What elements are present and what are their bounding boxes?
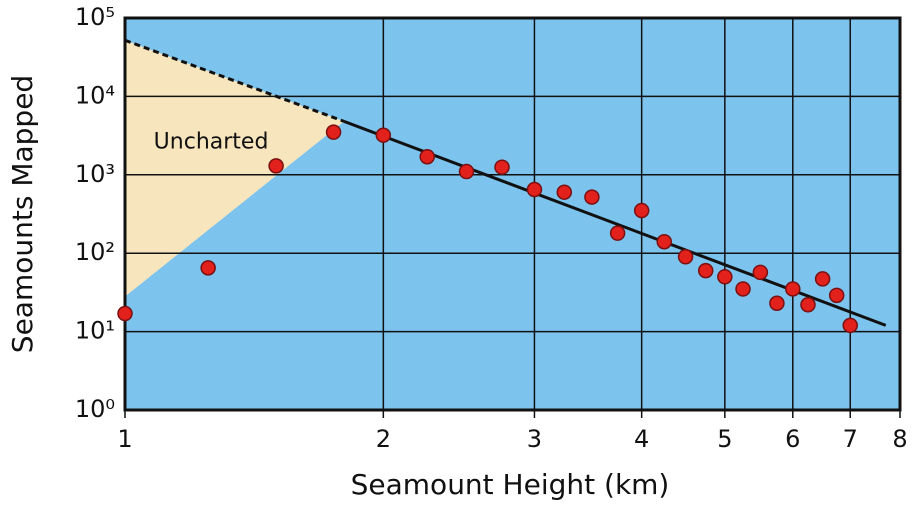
data-point bbox=[769, 295, 785, 311]
data-point bbox=[609, 225, 626, 241]
region-label: Uncharted bbox=[154, 129, 269, 154]
x-tick-label: 1 bbox=[117, 425, 132, 453]
x-axis-title: Seamount Height (km) bbox=[351, 468, 670, 501]
data-point bbox=[494, 159, 510, 175]
data-point bbox=[735, 281, 751, 297]
x-tick-label: 4 bbox=[634, 425, 649, 453]
data-point bbox=[717, 269, 733, 285]
data-point bbox=[697, 262, 714, 279]
y-tick-label: 10⁵ bbox=[75, 3, 115, 31]
y-tick-label: 10³ bbox=[75, 160, 115, 188]
data-point bbox=[117, 305, 133, 322]
x-tick-label: 7 bbox=[843, 425, 858, 453]
fit-line bbox=[124, 38, 345, 123]
y-tick-label: 10⁴ bbox=[75, 81, 115, 109]
y-axis-title: Seamounts Mapped bbox=[6, 75, 39, 353]
data-point bbox=[800, 297, 816, 313]
data-point bbox=[828, 287, 845, 304]
x-tick-label: 3 bbox=[527, 425, 542, 453]
data-point bbox=[458, 163, 475, 180]
data-point bbox=[584, 189, 600, 205]
x-tick-label: 5 bbox=[717, 425, 732, 453]
data-point bbox=[752, 264, 769, 281]
data-point bbox=[656, 233, 673, 250]
y-tick-label: 10² bbox=[75, 238, 115, 266]
plot-background bbox=[125, 18, 900, 410]
data-point bbox=[633, 202, 650, 219]
data-point bbox=[419, 148, 435, 165]
uncharted-region bbox=[125, 40, 345, 297]
data-point bbox=[785, 281, 801, 297]
data-point bbox=[814, 271, 831, 287]
data-point bbox=[268, 158, 284, 174]
data-point bbox=[200, 260, 216, 276]
data-point bbox=[556, 184, 573, 200]
x-tick-label: 2 bbox=[376, 425, 391, 453]
data-point bbox=[842, 317, 858, 334]
x-tick-label: 6 bbox=[785, 425, 800, 453]
data-point bbox=[375, 127, 392, 143]
data-point bbox=[526, 181, 543, 198]
y-tick-label: 10⁰ bbox=[75, 395, 115, 423]
x-tick-label: 8 bbox=[892, 425, 907, 453]
data-point bbox=[677, 249, 694, 265]
y-tick-label: 10¹ bbox=[75, 317, 115, 345]
plot-frame bbox=[123, 16, 902, 412]
data-point bbox=[325, 124, 342, 140]
